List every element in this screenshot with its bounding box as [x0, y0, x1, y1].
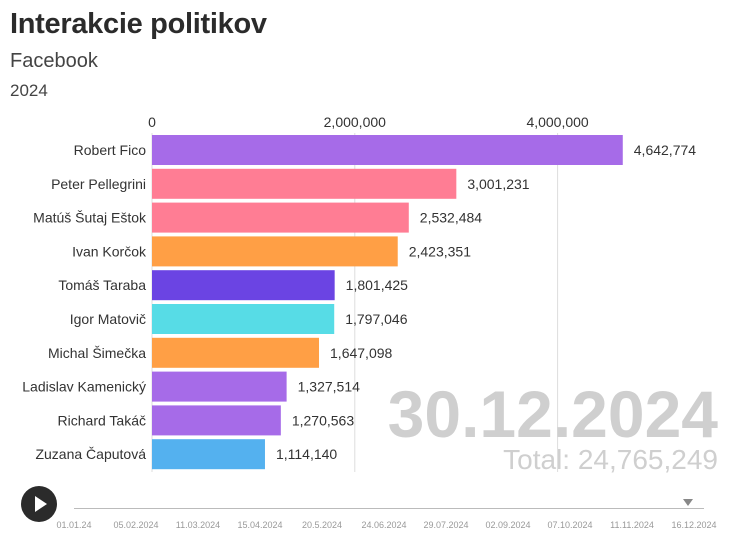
category-label: Ladislav Kamenický [22, 379, 146, 395]
total-overlay: Total: 24,765,249 [503, 444, 718, 475]
bar [152, 236, 398, 267]
category-label: Robert Fico [74, 142, 147, 158]
value-label: 1,647,098 [330, 345, 392, 361]
timeline-label: 11.03.2024 [175, 520, 221, 530]
x-tick-label: 2,000,000 [324, 114, 386, 130]
value-label: 4,642,774 [634, 142, 696, 158]
timeline-label: 24.06.2024 [361, 520, 407, 530]
timeline-label: 05.02.2024 [113, 520, 159, 530]
bar [152, 270, 335, 301]
x-tick-label: 4,000,000 [526, 114, 588, 130]
value-label: 1,327,514 [298, 379, 360, 395]
x-tick-label: 0 [148, 114, 156, 130]
play-button[interactable] [21, 486, 57, 522]
value-label: 2,532,484 [420, 210, 482, 226]
current-date-overlay: 30.12.2024 [388, 377, 719, 451]
play-icon [35, 496, 47, 512]
timeline-label: 07.10.2024 [547, 520, 593, 530]
bar [152, 135, 623, 165]
timeline-label: 15.04.2024 [237, 520, 283, 530]
chart-year: 2024 [10, 81, 48, 100]
timeline-label: 29.07.2024 [423, 520, 469, 530]
bar [152, 405, 281, 436]
category-label: Igor Matovič [70, 311, 146, 327]
value-label: 1,797,046 [345, 311, 407, 327]
value-label: 1,270,563 [292, 412, 354, 428]
bar [152, 168, 457, 199]
timeline-track[interactable] [74, 508, 704, 509]
timeline-slider[interactable]: 01.01.24 05.02.2024 11.03.2024 15.04.2024 20… [56, 499, 717, 535]
timeline-label: 20.5.2024 [301, 520, 343, 530]
category-label: Peter Pellegrini [51, 176, 146, 192]
timeline-label: 02.09.2024 [485, 520, 531, 530]
category-label: Michal Šimečka [48, 345, 146, 361]
timeline-label: 01.01.24 [56, 520, 92, 530]
timeline-label: 11.11.2024 [610, 520, 654, 530]
value-label: 3,001,231 [467, 176, 529, 192]
timeline-handle[interactable] [682, 499, 693, 506]
timeline-label: 16.12.2024 [671, 520, 717, 530]
category-label: Matúš Šutaj Eštok [33, 210, 147, 226]
category-label: Zuzana Čaputová [35, 446, 146, 462]
bar [152, 371, 287, 402]
category-label: Ivan Korčok [72, 243, 147, 259]
value-label: 2,423,351 [409, 243, 471, 259]
bar [152, 337, 320, 368]
bar [152, 304, 335, 334]
bar [152, 202, 409, 233]
category-label: Tomáš Taraba [58, 277, 146, 293]
category-label: Richard Takáč [58, 412, 146, 428]
chart-subtitle: Facebook [10, 50, 98, 72]
value-label: 1,801,425 [346, 277, 408, 293]
value-label: 1,114,140 [276, 446, 337, 462]
chart-title: Interakcie politikov [10, 8, 267, 40]
bar [152, 439, 265, 470]
